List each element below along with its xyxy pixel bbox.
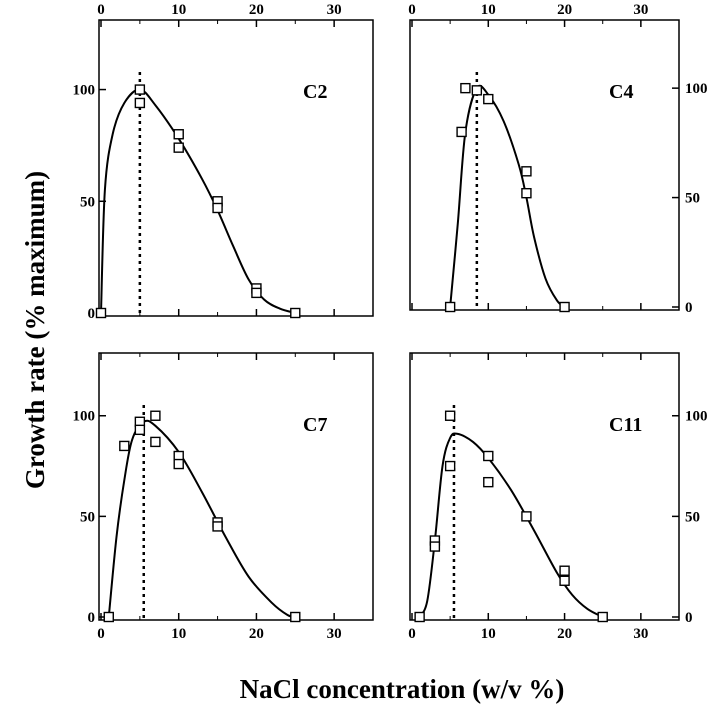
x-axis-title: NaCl concentration (w/v %) [240,674,565,704]
data-point [597,611,608,623]
x-tick-label: 30 [633,2,648,18]
panel-c11: 0 10 20 30 0 50 100 C11 [408,352,708,642]
x-tick-label: 0 [408,2,416,18]
data-point [251,287,262,299]
plot-frame [409,352,680,621]
data-point [521,187,532,199]
x-tick-label: 20 [557,2,572,18]
data-point [559,565,570,576]
fitted-curve [107,419,296,618]
data-point [460,82,471,94]
data-point [559,301,570,313]
x-tick-label: 0 [97,626,105,642]
data-point [483,93,494,105]
x-tick-label: 0 [408,626,416,642]
y-tick-label: 50 [685,191,700,207]
data-point [429,541,441,552]
data-point [95,307,107,319]
y-tick-label: 100 [685,81,708,97]
y-tick-label: 0 [88,306,96,322]
x-tick-label: 10 [171,2,186,18]
y-axis-title: Growth rate (% maximum) [20,171,50,489]
data-point [483,450,494,462]
data-point [521,166,532,177]
data-point [456,126,467,138]
x-tick-label: 20 [249,2,264,18]
panel-c2: 0 10 20 30 0 50 100 C2 [73,2,374,322]
y-tick-label: 100 [685,409,708,425]
x-tick-label: 20 [249,626,264,642]
data-point [444,460,456,472]
data-point [150,436,161,448]
x-tick-label: 10 [481,2,496,18]
x-tick-label: 0 [97,2,105,18]
data-point [173,458,184,470]
data-point [414,611,425,623]
y-tick-label: 100 [73,83,96,99]
data-point [212,521,223,532]
y-tick-label: 0 [88,610,96,626]
data-point [471,85,483,96]
data-point [559,575,570,586]
data-point [134,84,146,95]
panel-label: C2 [303,81,327,103]
y-tick-label: 0 [685,610,693,626]
plot-frame [409,19,680,311]
data-point [150,410,161,421]
data-point [134,424,146,436]
x-tick-label: 30 [633,626,648,642]
y-tick-label: 100 [73,409,96,425]
data-point [119,440,130,452]
fitted-curve [449,84,566,308]
panel-label: C4 [609,81,633,103]
plot-frame [98,352,374,621]
x-tick-label: 30 [327,2,342,18]
y-tick-label: 0 [685,300,693,316]
x-tick-label: 10 [481,626,496,642]
x-tick-label: 30 [327,626,342,642]
data-point [212,202,223,214]
data-point [521,511,532,522]
data-point [290,611,301,623]
data-point [173,129,184,140]
data-point [134,97,146,109]
data-point [444,410,456,421]
fitted-curve [418,432,604,618]
x-tick-label: 10 [171,626,186,642]
data-point [173,142,184,153]
fitted-curve [100,88,296,314]
data-point [483,476,494,488]
data-point [444,301,456,313]
panel-label: C11 [609,414,642,436]
y-tick-label: 50 [80,509,95,525]
panel-label: C7 [303,414,327,436]
panel-c7: 0 10 20 30 0 50 100 C7 [73,352,374,642]
y-tick-label: 50 [685,509,700,525]
panel-c4: 0 10 20 30 0 50 100 C4 [408,2,707,316]
x-tick-label: 20 [557,626,572,642]
y-tick-label: 50 [80,194,95,210]
plot-frame [98,19,374,317]
data-point [103,611,114,623]
data-point [290,307,301,319]
